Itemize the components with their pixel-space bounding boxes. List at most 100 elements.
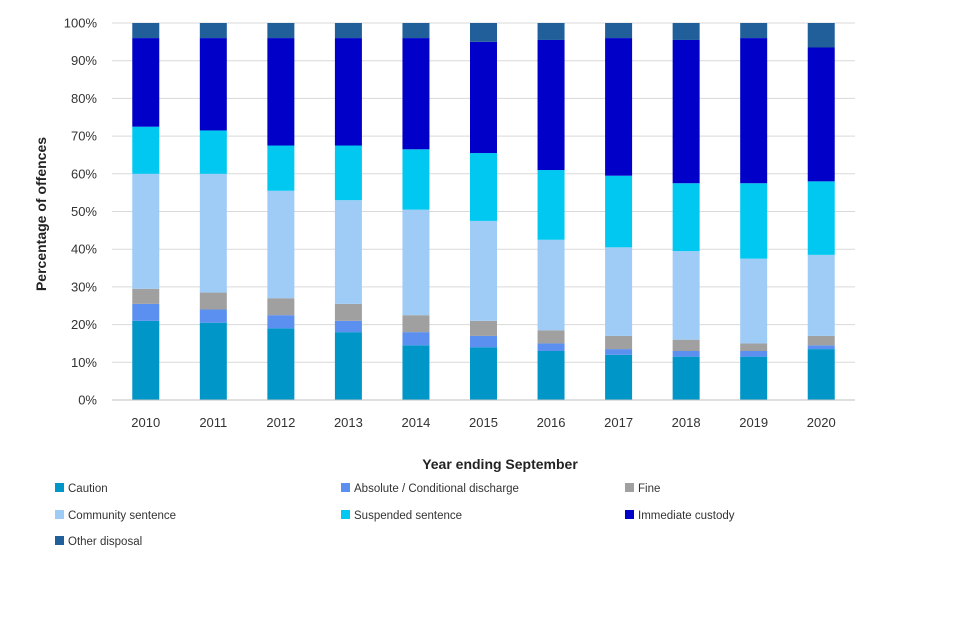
legend-label: Immediate custody: [638, 510, 735, 522]
bar-segment: [807, 181, 835, 255]
bar-segment: [132, 38, 160, 127]
y-tick-label: 20%: [71, 317, 97, 332]
bar-segment: [334, 200, 362, 304]
bar-segment: [740, 356, 768, 400]
bar-segment: [672, 23, 700, 40]
bar-segment: [267, 315, 295, 329]
y-tick-label: 90%: [71, 53, 97, 68]
bar-segment: [132, 288, 160, 304]
bar-segment: [470, 320, 497, 336]
x-tick-label: 2013: [334, 415, 363, 430]
bar-segment: [605, 354, 633, 400]
y-tick-label: 50%: [71, 204, 97, 219]
bar-segment: [199, 130, 227, 174]
legend-label: Community sentence: [68, 510, 176, 522]
bar-segment: [402, 332, 430, 346]
bar-segment: [402, 315, 430, 333]
bar-segment: [537, 343, 565, 351]
y-tick-label: 0%: [78, 393, 97, 408]
x-tick-label: 2015: [469, 415, 498, 430]
x-axis-ticks: 2010 2011 2012 2013 2014 2015 2016 2017 2018 2019…: [131, 415, 835, 430]
bar-segment: [267, 23, 295, 39]
bar-segment: [605, 38, 633, 176]
legend-label: Other disposal: [68, 536, 142, 548]
y-tick-label: 10%: [71, 355, 97, 370]
y-axis-ticks: 0% 10% 20% 30% 40% 50% 60% 70% 80% 90% 100%: [64, 16, 98, 408]
legend-swatch: [55, 536, 64, 545]
bar-segment: [672, 251, 700, 340]
bar-segment: [807, 345, 835, 350]
bar-segment: [132, 23, 160, 39]
bar-segment: [132, 126, 160, 174]
bar-segment: [402, 345, 430, 400]
x-tick-label: 2017: [604, 415, 633, 430]
bar-segment: [334, 303, 362, 321]
legend-label: Fine: [638, 483, 660, 495]
bar-segment: [537, 39, 565, 171]
bar-segment: [334, 320, 362, 333]
bar-segment: [537, 330, 565, 344]
bar-segment: [470, 220, 497, 321]
bar-segment: [807, 254, 835, 336]
y-tick-label: 70%: [71, 129, 97, 144]
bar-segment: [537, 170, 565, 240]
bar-segment: [132, 303, 160, 321]
bar-segment: [199, 309, 227, 323]
bar-segment: [199, 173, 227, 293]
bar-segment: [605, 247, 633, 336]
bar-segment: [740, 343, 768, 351]
bar-segment: [402, 38, 430, 150]
bar-segment: [537, 350, 565, 400]
x-tick-label: 2010: [131, 415, 160, 430]
bar-series: [132, 23, 835, 400]
x-tick-label: 2018: [672, 415, 701, 430]
bar-segment: [672, 356, 700, 400]
bar-segment: [267, 298, 295, 316]
bar-segment: [132, 173, 160, 289]
bar-segment: [740, 258, 768, 344]
bar-segment: [740, 38, 768, 184]
y-axis-title: Percentage of offences: [33, 137, 49, 291]
y-tick-label: 30%: [71, 279, 97, 294]
y-tick-label: 100%: [64, 16, 98, 31]
x-tick-label: 2011: [199, 415, 227, 430]
bar-segment: [199, 23, 227, 39]
bar-segment: [199, 292, 227, 310]
x-tick-label: 2020: [807, 415, 836, 430]
bar-segment: [605, 349, 633, 355]
bar-segment: [807, 349, 835, 400]
y-tick-label: 60%: [71, 166, 97, 181]
bar-segment: [537, 23, 565, 40]
legend: Caution Absolute / Conditional discharge F…: [55, 483, 735, 548]
bar-segment: [267, 38, 295, 146]
bar-segment: [470, 347, 497, 400]
bar-segment: [605, 335, 633, 350]
legend-swatch: [55, 510, 64, 519]
bar-segment: [672, 350, 700, 357]
bar-segment: [740, 350, 768, 357]
bar-segment: [402, 149, 430, 210]
y-tick-label: 40%: [71, 242, 97, 257]
bar-segment: [605, 23, 633, 39]
y-tick-label: 80%: [71, 91, 97, 106]
legend-swatch: [625, 510, 634, 519]
bar-segment: [672, 183, 700, 252]
bar-segment: [807, 47, 835, 182]
bar-segment: [537, 239, 565, 331]
bar-segment: [672, 39, 700, 184]
legend-label: Absolute / Conditional discharge: [354, 483, 519, 495]
x-tick-label: 2019: [739, 415, 768, 430]
legend-swatch: [341, 483, 350, 492]
bar-segment: [267, 328, 295, 400]
bar-segment: [740, 23, 768, 39]
legend-swatch: [55, 483, 64, 492]
bar-segment: [267, 190, 295, 299]
bar-segment: [334, 23, 362, 39]
legend-swatch: [341, 510, 350, 519]
bar-segment: [402, 23, 430, 39]
bar-segment: [672, 339, 700, 351]
legend-swatch: [625, 483, 634, 492]
legend-label: Caution: [68, 483, 108, 495]
bar-segment: [470, 153, 497, 221]
